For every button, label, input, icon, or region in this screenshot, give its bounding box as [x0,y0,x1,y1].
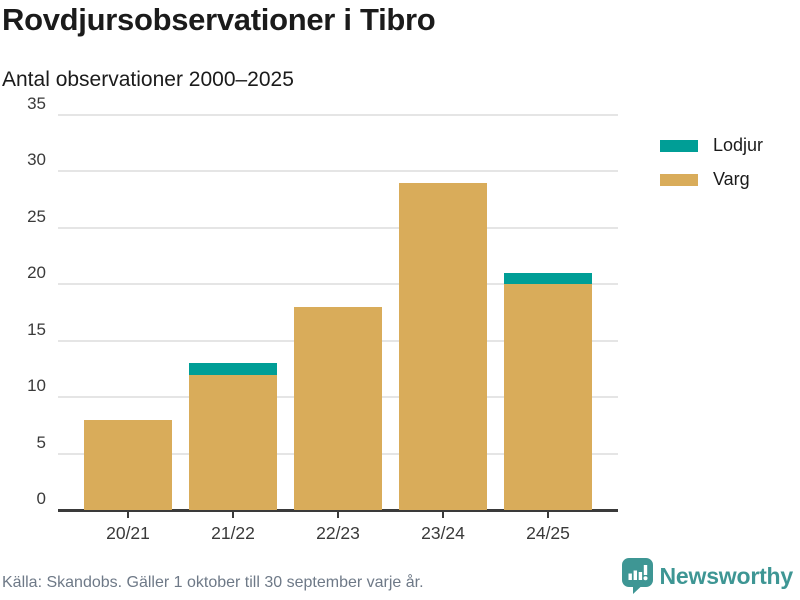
x-axis-tick [547,512,549,518]
x-axis-tick-label: 23/24 [421,523,465,543]
gridline [58,283,618,286]
bar-segment-lodjur [504,273,592,285]
x-axis-line [58,509,618,512]
bar-segment-varg [294,306,382,510]
plot-area: 0 5 10 15 20 25 30 35 20/21 21/22 22/23 23/24 24/25 [27,94,618,543]
y-axis-tick-label: 35 [27,94,46,113]
x-axis-tick-label: 21/22 [211,523,255,543]
legend-swatch-varg [660,173,698,186]
y-axis-tick-label: 20 [27,263,46,283]
bar-21/22 [189,115,277,510]
x-axis-tick-label: 22/23 [316,523,360,543]
x-axis-tick-label: 24/25 [526,523,570,543]
bar-segment-lodjur [189,363,277,375]
legend-item-varg: Varg [660,169,763,190]
y-axis-tick-label: 30 [27,150,46,170]
gridline [58,114,618,116]
chart-title: Rovdjursobservationer i Tibro [2,2,436,37]
bar-segment-varg [84,419,172,510]
chart-subtitle: Antal observationer 2000–2025 [2,68,294,91]
brand-name: Newsworthy [659,562,794,589]
bar-20/21 [84,115,172,510]
x-axis-tick [442,512,444,518]
y-axis-tick-label: 0 [36,489,46,508]
x-axis-tick [337,512,339,518]
legend-label: Varg [713,169,750,189]
y-axis-tick-label: 10 [27,376,46,396]
newsworthy-logo-icon [621,558,653,594]
gridline [58,226,618,229]
y-axis-tick-label: 15 [27,319,46,339]
brand-lockup: Newsworthy [621,558,794,594]
x-axis-tick-label: 20/21 [106,523,150,543]
bar-24/25 [504,115,592,510]
source-note: Källa: Skandobs. Gäller 1 oktober till 3… [2,574,424,591]
x-axis-tick [232,512,234,518]
x-axis-tick [127,512,129,518]
bar-segment-varg [399,182,487,510]
bar-23/24 [399,115,487,510]
legend: Lodjur Varg [660,135,763,190]
y-axis-tick-label: 5 [36,432,46,452]
legend-item-lodjur: Lodjur [660,135,763,156]
legend-swatch-lodjur [660,139,698,152]
gridline [58,170,618,173]
y-axis-tick-label: 25 [27,206,46,226]
legend-label: Lodjur [713,135,764,155]
bar-segment-varg [189,374,277,510]
bar-22/23 [294,115,382,510]
bar-segment-varg [504,284,592,510]
